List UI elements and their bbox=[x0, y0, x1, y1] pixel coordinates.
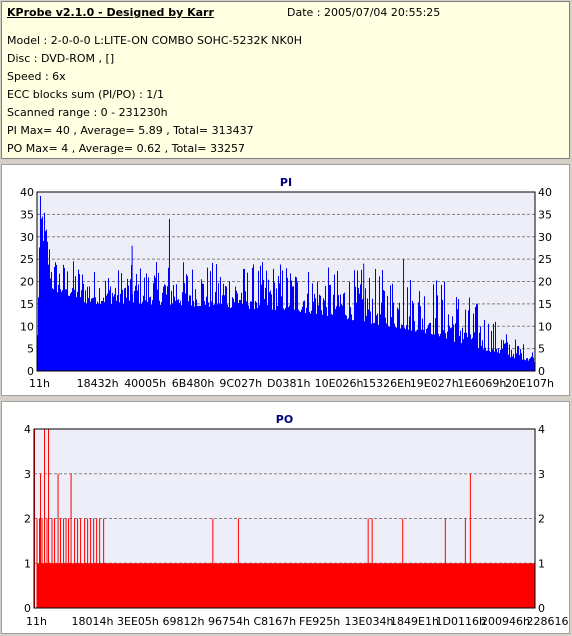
x-tick-label: D0381h bbox=[267, 377, 310, 390]
x-tick-label: 6B480h bbox=[172, 377, 215, 390]
y-tick-label-left: 1 bbox=[24, 557, 31, 570]
plot-frame bbox=[33, 428, 536, 609]
y-tick-label-left: 15 bbox=[20, 298, 34, 311]
pi-chart-panel: 0 0 5 5 10 10 15 15 20 20 25 25 30 30 35 35 40 40 11h 18432… bbox=[1, 164, 570, 396]
info-ecc: ECC blocks sum (PI/PO) : 1/1 bbox=[7, 88, 164, 101]
info-pi-stats: PI Max= 40 , Average= 5.89 , Total= 3134… bbox=[7, 124, 254, 137]
y-tick-label-left: 10 bbox=[20, 320, 34, 333]
y-tick-label-right: 2 bbox=[538, 513, 545, 526]
po-chart-panel: 0 0 1 1 2 2 3 3 4 4 11h 18014h 3EE05h 69812h 96754h C81… bbox=[1, 401, 572, 634]
x-tick-label: 69812h bbox=[163, 615, 205, 628]
x-tick-label: 228616h bbox=[527, 615, 570, 628]
y-tick-label-right: 4 bbox=[538, 423, 545, 436]
x-tick-label: 19E027h bbox=[410, 377, 459, 390]
x-tick-label: 10E026h bbox=[315, 377, 364, 390]
y-tick-label-left: 5 bbox=[27, 343, 34, 356]
x-tick-label: 1849E1h bbox=[390, 615, 439, 628]
x-tick-label: 1E6069h bbox=[457, 377, 506, 390]
x-tick-label: 13E034h bbox=[345, 615, 394, 628]
info-panel: KProbe v2.1.0 - Designed by Karr Date : … bbox=[1, 1, 570, 159]
info-range: Scanned range : 0 - 231230h bbox=[7, 106, 168, 119]
y-tick-label-right: 3 bbox=[538, 468, 545, 481]
y-tick-label-left: 20 bbox=[20, 276, 34, 289]
y-tick-label-left: 30 bbox=[20, 231, 34, 244]
scan-date: Date : 2005/07/04 20:55:25 bbox=[287, 6, 441, 19]
x-tick-label: 15326Eh bbox=[362, 377, 411, 390]
y-tick-label-right: 5 bbox=[538, 343, 545, 356]
y-tick-label-right: 0 bbox=[538, 365, 545, 378]
x-tick-label: 11h bbox=[29, 377, 50, 390]
x-tick-label: 18014h bbox=[72, 615, 114, 628]
chart-title: PO bbox=[276, 413, 293, 426]
y-tick-label-left: 0 bbox=[27, 365, 34, 378]
y-tick-label-right: 0 bbox=[538, 602, 545, 615]
info-disc: Disc : DVD-ROM , [] bbox=[7, 52, 115, 65]
x-tick-label: 11h bbox=[26, 615, 47, 628]
x-tick-label: 9C027h bbox=[219, 377, 262, 390]
x-tick-label: 40005h bbox=[124, 377, 166, 390]
y-tick-label-left: 2 bbox=[24, 513, 31, 526]
plot-frame bbox=[36, 191, 536, 372]
data-series bbox=[34, 429, 535, 608]
x-tick-label: 1D0116h bbox=[436, 615, 486, 628]
x-tick-label: 3EE05h bbox=[117, 615, 159, 628]
info-model: Model : 2-0-0-0 L:LITE-ON COMBO SOHC-523… bbox=[7, 34, 302, 47]
baseline-fill bbox=[36, 563, 535, 608]
y-tick-label-right: 25 bbox=[538, 253, 552, 266]
info-po-stats: PO Max= 4 , Average= 0.62 , Total= 33257 bbox=[7, 142, 245, 155]
y-tick-label-left: 25 bbox=[20, 253, 34, 266]
y-tick-label-right: 35 bbox=[538, 208, 552, 221]
y-tick-label-right: 40 bbox=[538, 186, 552, 199]
y-tick-label-right: 30 bbox=[538, 231, 552, 244]
x-tick-label: 200946h bbox=[481, 615, 530, 628]
y-tick-label-left: 0 bbox=[24, 602, 31, 615]
x-tick-label: FE925h bbox=[299, 615, 340, 628]
data-series bbox=[37, 195, 535, 371]
y-tick-label-right: 15 bbox=[538, 298, 552, 311]
info-speed: Speed : 6x bbox=[7, 70, 66, 83]
y-tick-label-right: 20 bbox=[538, 276, 552, 289]
y-tick-label-left: 3 bbox=[24, 468, 31, 481]
x-tick-label: 96754h bbox=[208, 615, 250, 628]
x-tick-label: C8167h bbox=[254, 615, 297, 628]
y-tick-label-left: 40 bbox=[20, 186, 34, 199]
y-tick-label-left: 4 bbox=[24, 423, 31, 436]
y-tick-label-right: 10 bbox=[538, 320, 552, 333]
po-chart: 0 0 1 1 2 2 3 3 4 4 11h 18014h 3EE05h 69812h 96754h C81… bbox=[24, 413, 572, 628]
pi-chart: 0 0 5 5 10 10 15 15 20 20 25 25 30 30 35 35 40 40 11h 18432… bbox=[20, 176, 554, 390]
x-tick-label: 18432h bbox=[77, 377, 119, 390]
chart-title: PI bbox=[280, 176, 292, 189]
x-tick-label: 20E107h bbox=[505, 377, 554, 390]
y-tick-label-right: 1 bbox=[538, 557, 545, 570]
y-tick-label-left: 35 bbox=[20, 208, 34, 221]
app-title: KProbe v2.1.0 - Designed by Karr bbox=[7, 6, 214, 19]
